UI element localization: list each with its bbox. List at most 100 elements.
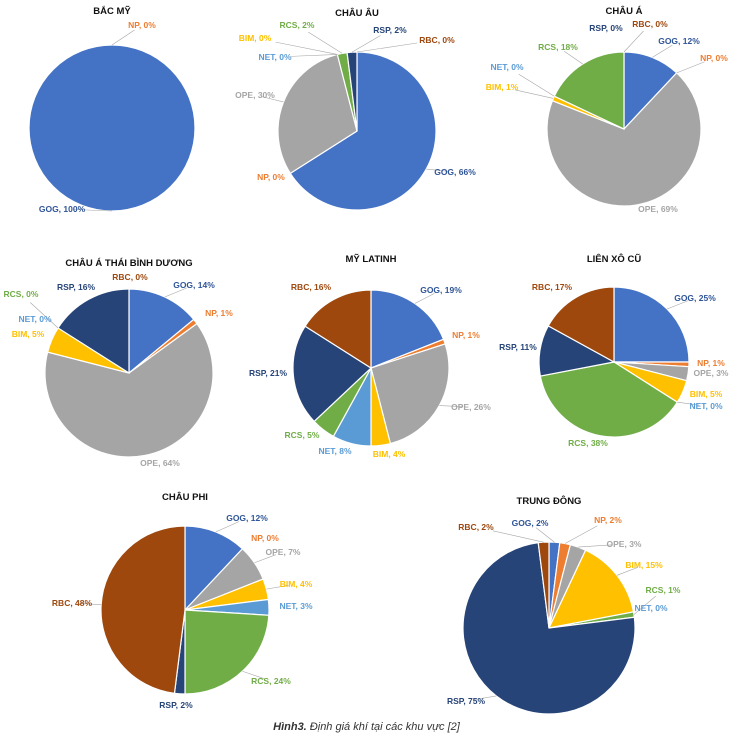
figure-caption: Hình3. Định giá khí tại các khu vực [2] bbox=[0, 721, 733, 733]
leader-line bbox=[439, 405, 464, 407]
pie-slice-ope bbox=[44, 322, 214, 458]
data-label-bim: BIM, 5% bbox=[690, 389, 723, 399]
leader-line bbox=[676, 61, 705, 74]
leader-line bbox=[30, 302, 59, 329]
data-label-rcs: RCS, 38% bbox=[568, 438, 608, 448]
data-label-rcs: RCS, 5% bbox=[285, 430, 320, 440]
leader-line bbox=[79, 603, 102, 606]
leader-line bbox=[308, 31, 343, 54]
pie-slice-rbc bbox=[547, 286, 615, 364]
data-label-rbc: RBC, 0% bbox=[419, 35, 455, 45]
leader-line bbox=[266, 584, 289, 590]
data-label-net: NET, 0% bbox=[490, 62, 524, 72]
chart-title: LIÊN XÔ CŨ bbox=[587, 253, 642, 265]
leader-line bbox=[215, 521, 240, 533]
data-label-net: NET, 0% bbox=[18, 314, 52, 324]
caption-text: Định giá khí tại các khu vực [2] bbox=[306, 721, 460, 733]
data-label-rcs: RCS, 24% bbox=[251, 676, 291, 686]
data-label-ope: OPE, 3% bbox=[607, 539, 642, 549]
pie-slice-gog bbox=[184, 525, 244, 612]
pie-chart-chau-au: CHÂU ÂU GOG, 66% NP, 0% OPE, 30% BIM, 0% NET,… bbox=[235, 7, 476, 211]
chart-title: TRUNG ĐÔNG bbox=[517, 495, 582, 507]
leader-line bbox=[426, 168, 448, 172]
leader-line bbox=[275, 41, 338, 55]
data-label-np: NP, 0% bbox=[700, 53, 728, 63]
data-label-np: NP, 1% bbox=[697, 358, 725, 368]
pie-slice-ope bbox=[370, 343, 450, 445]
pie-chart-bac-my: BẮC MỸ GOG, 100% NP, 0% bbox=[28, 6, 196, 214]
data-label-rsp: RSP, 16% bbox=[57, 282, 96, 292]
data-label-ope: OPE, 26% bbox=[451, 402, 491, 412]
data-label-np: NP, 1% bbox=[205, 308, 233, 318]
leader-line bbox=[535, 527, 555, 543]
data-label-np: NP, 0% bbox=[128, 20, 156, 30]
data-label-net: NET, 3% bbox=[279, 601, 313, 611]
data-label-rsp: RSP, 0% bbox=[589, 23, 623, 33]
leader-line bbox=[492, 530, 544, 543]
leader-line bbox=[254, 554, 276, 564]
data-label-gog: GOG, 19% bbox=[420, 285, 462, 295]
data-label-gog: GOG, 2% bbox=[512, 518, 549, 528]
data-label-rsp: RSP, 2% bbox=[373, 25, 407, 35]
pie-chart-chau-phi: CHÂU PHI GOG, 12% NP, 0% OPE, 7% BIM, 4% NET,… bbox=[52, 491, 313, 710]
data-label-rsp: RSP, 2% bbox=[159, 700, 193, 710]
data-label-np: NP, 2% bbox=[594, 515, 622, 525]
leader-line bbox=[518, 74, 555, 97]
data-label-gog: GOG, 12% bbox=[658, 36, 700, 46]
pie-chart-lien-xo-cu: LIÊN XÔ CŨ GOG, 25% NP, 1%OPE, 3% BIM, 5% NE… bbox=[499, 253, 729, 448]
data-label-bim: BIM, 5% bbox=[12, 329, 45, 339]
chart-title: CHÂU PHI bbox=[162, 491, 208, 503]
pie-slice-gog bbox=[289, 51, 437, 211]
pie-slice-gog bbox=[613, 286, 690, 363]
data-label-rbc: RBC, 0% bbox=[112, 272, 148, 282]
pie-slice-ope bbox=[546, 72, 702, 207]
data-label-rbc: RBC, 0% bbox=[632, 19, 668, 29]
data-label-ope: OPE, 64% bbox=[140, 458, 180, 468]
leader-line bbox=[578, 544, 613, 548]
pie-slice-rsp bbox=[292, 325, 372, 423]
leader-line bbox=[414, 293, 435, 304]
pie-slice-rcs bbox=[184, 609, 270, 695]
pie-slice-gog bbox=[28, 44, 196, 212]
data-label-np: NP, 0% bbox=[257, 172, 285, 182]
pie-chart-my-latinh: MỸ LATINH GOG, 19% NP, 1% OPE, 26% BIM, 4% NE… bbox=[249, 254, 491, 459]
pie-slice-bim bbox=[547, 549, 635, 629]
data-label-gog: GOG, 25% bbox=[674, 293, 716, 303]
pie-slice-rbc bbox=[304, 289, 372, 370]
caption-number: Hình3. bbox=[273, 721, 307, 733]
leader-line bbox=[564, 51, 583, 65]
leader-line bbox=[164, 287, 187, 298]
data-label-rbc: RBC, 48% bbox=[52, 598, 93, 608]
pie-slice-rsp bbox=[57, 288, 130, 375]
data-label-ope: OPE, 3% bbox=[694, 368, 729, 378]
leader-line bbox=[242, 670, 264, 679]
pie-chart-trung-dong: TRUNG ĐÔNG GOG, 2% NP, 2% OPE, 3% BIM, 15% RC… bbox=[447, 495, 681, 715]
data-label-gog: GOG, 100% bbox=[39, 204, 86, 214]
data-label-rsp: RSP, 75% bbox=[447, 696, 486, 706]
leader-line bbox=[111, 29, 135, 46]
data-label-rcs: RCS, 2% bbox=[280, 20, 315, 30]
leader-line bbox=[290, 54, 338, 57]
chart-title: CHÂU Á THÁI BÌNH DƯƠNG bbox=[65, 257, 192, 269]
data-label-np: NP, 1% bbox=[452, 330, 480, 340]
data-label-rbc: RBC, 16% bbox=[291, 282, 332, 292]
data-label-net: NET, 8% bbox=[318, 446, 352, 456]
leader-line bbox=[473, 695, 497, 701]
pie-slice-gog bbox=[370, 289, 445, 369]
pie-slice-rbc bbox=[100, 525, 186, 695]
data-label-bim: BIM, 4% bbox=[280, 579, 313, 589]
leader-line bbox=[677, 401, 699, 406]
data-label-ope: OPE, 69% bbox=[638, 204, 678, 214]
chart-title: CHÂU ÂU bbox=[335, 7, 379, 19]
leader-line bbox=[74, 209, 113, 212]
data-label-ope: OPE, 7% bbox=[266, 547, 301, 557]
data-label-rcs: RCS, 0% bbox=[4, 289, 39, 299]
data-label-bim: BIM, 0% bbox=[239, 33, 272, 43]
data-label-gog: GOG, 12% bbox=[226, 513, 268, 523]
data-label-rcs: RCS, 18% bbox=[538, 42, 578, 52]
data-label-net: NET, 0% bbox=[258, 52, 292, 62]
leader-line bbox=[351, 35, 381, 53]
data-label-rbc: RBC, 17% bbox=[532, 282, 573, 292]
leader-line bbox=[633, 595, 656, 615]
data-label-net: NET, 0% bbox=[689, 401, 723, 411]
